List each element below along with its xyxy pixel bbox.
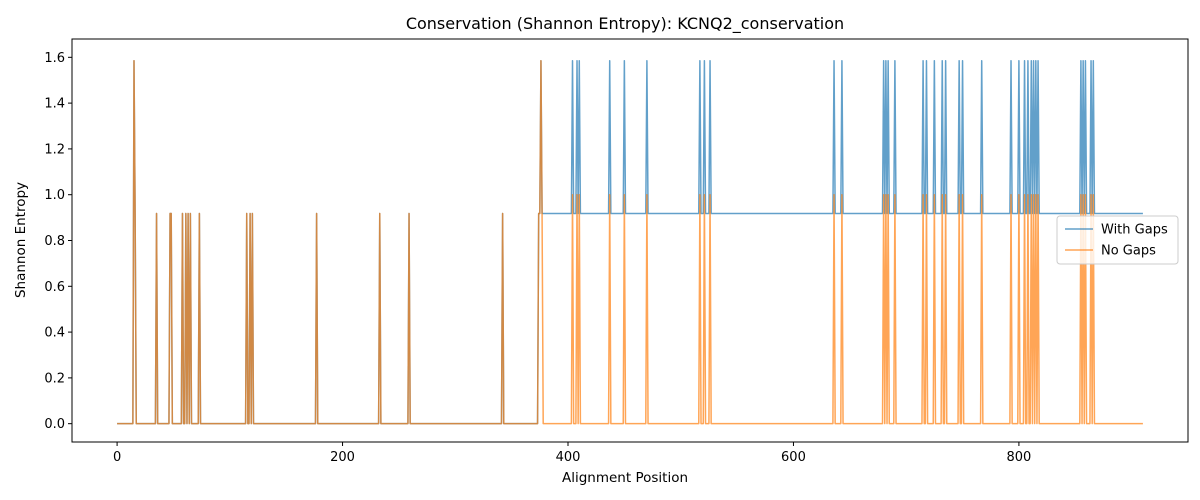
legend-box: [1056, 215, 1179, 265]
legend-label: With Gaps: [1101, 223, 1168, 238]
y-tick-label: 1.6: [44, 51, 65, 66]
y-tick-label: 0.2: [44, 371, 65, 386]
y-tick-label: 0.0: [44, 417, 65, 432]
x-tick-label: 200: [330, 450, 355, 465]
legend-label: No Gaps: [1101, 244, 1156, 259]
chart-title: Conservation (Shannon Entropy): KCNQ2_co…: [406, 14, 844, 34]
y-tick-label: 1.2: [44, 142, 65, 157]
series-line-no-gaps: [117, 60, 1143, 425]
x-axis-label: Alignment Position: [562, 470, 688, 486]
y-tick-label: 0.8: [44, 234, 65, 249]
y-tick-label: 0.4: [44, 326, 65, 341]
axes-layer: 0 200 400 600 800 0.0 0.2 0.4 0.6 0.8 1.0 1.2 1.4 1.6: [44, 38, 1189, 465]
series-layer: [117, 60, 1143, 425]
x-tick-label: 0: [113, 450, 121, 465]
y-tick-label: 0.6: [44, 280, 65, 295]
x-tick-label: 600: [781, 450, 806, 465]
y-axis-label: Shannon Entropy: [13, 182, 29, 298]
y-tick-label: 1.4: [44, 97, 65, 112]
legend: With Gaps No Gaps: [1056, 215, 1179, 265]
y-tick-label: 1.0: [44, 188, 65, 203]
x-tick-label: 400: [556, 450, 581, 465]
x-tick-label: 800: [1006, 450, 1031, 465]
